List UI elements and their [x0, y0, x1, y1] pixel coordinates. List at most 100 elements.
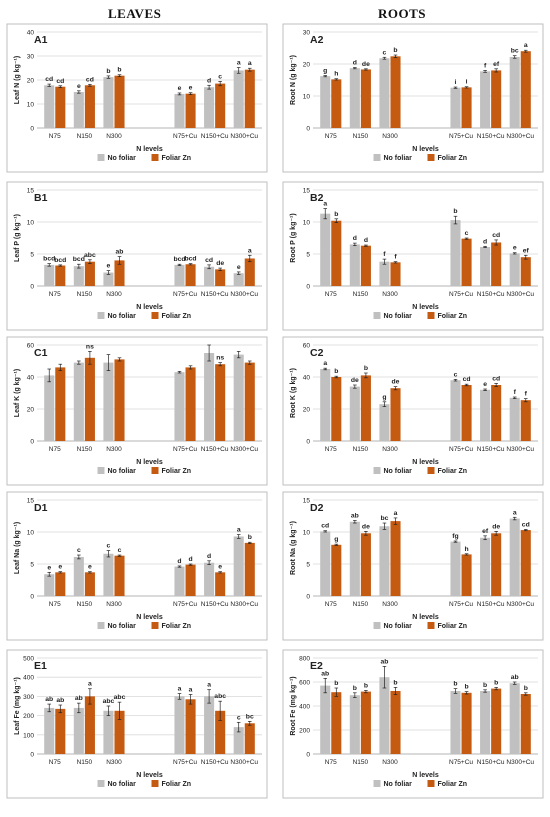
bar-foliar-zn: [491, 385, 502, 441]
y-tick-label: 0: [30, 752, 34, 759]
bar-foliar-zn: [114, 260, 125, 286]
panel-label: D2: [310, 502, 324, 514]
x-tick-label: N150: [353, 133, 369, 140]
significance-label: bc: [380, 515, 388, 522]
x-tick-label: N75: [49, 291, 61, 298]
significance-label: bcd: [185, 256, 197, 263]
bar-foliar-zn: [520, 694, 531, 754]
legend-label: No foliar: [108, 155, 137, 162]
x-tick-label: N300+Cu: [230, 133, 258, 140]
legend-label: Foliar Zn: [162, 468, 192, 475]
bar-no-foliar: [73, 92, 84, 128]
x-axis-title: N levels: [412, 304, 439, 311]
significance-label: c: [237, 714, 241, 721]
bar-no-foliar: [233, 536, 244, 596]
significance-label: bcd: [43, 256, 55, 263]
legend-label: No foliar: [108, 313, 137, 320]
significance-label: f: [484, 62, 487, 69]
legend: No foliar Foliar Zn: [373, 467, 467, 475]
bar-no-foliar: [320, 76, 331, 128]
x-tick-label: N300: [106, 759, 122, 766]
y-tick-label: 500: [23, 656, 34, 663]
significance-label: e: [88, 564, 92, 571]
legend-label: Foliar Zn: [438, 313, 468, 320]
significance-label: b: [524, 685, 528, 692]
bar-foliar-zn: [185, 93, 196, 128]
significance-label: b: [453, 681, 457, 688]
bar-no-foliar: [233, 70, 244, 128]
legend: No foliar Foliar Zn: [373, 622, 467, 630]
y-tick-label: 40: [27, 30, 35, 37]
bar-foliar-zn: [84, 696, 95, 754]
significance-label: abc: [114, 694, 126, 701]
x-axis-title: N levels: [136, 146, 163, 153]
bar-no-foliar: [509, 683, 520, 754]
bar-foliar-zn: [461, 554, 472, 596]
bar-no-foliar: [379, 677, 390, 754]
panel-label: D1: [34, 502, 48, 514]
legend-swatch: [373, 622, 381, 629]
y-tick-label: 20: [27, 407, 35, 414]
x-tick-label: N300: [106, 133, 122, 140]
y-tick-label: 15: [303, 188, 311, 195]
bar-foliar-zn: [84, 572, 95, 596]
significance-label: f: [394, 254, 397, 261]
bar-no-foliar: [450, 220, 461, 286]
panel-label: A1: [34, 34, 48, 46]
panel-label: E1: [34, 660, 47, 672]
x-tick-label: N300+Cu: [230, 601, 258, 608]
bar-foliar-zn: [114, 359, 125, 441]
legend-label: Foliar Zn: [162, 155, 192, 162]
significance-label: b: [106, 68, 110, 75]
significance-label: e: [189, 85, 193, 92]
significance-label: fg: [452, 533, 458, 540]
bar-foliar-zn: [360, 245, 371, 286]
significance-label: i: [466, 79, 468, 86]
significance-label: e: [58, 564, 62, 571]
y-tick-label: 10: [303, 530, 311, 537]
bar-foliar-zn: [491, 533, 502, 596]
y-tick-label: 0: [306, 284, 310, 291]
significance-label: ab: [45, 696, 53, 703]
significance-label: a: [524, 42, 528, 49]
significance-label: ab: [56, 697, 64, 704]
y-tick-label: 100: [23, 732, 34, 739]
x-tick-label: N300+Cu: [230, 291, 258, 298]
bar-foliar-zn: [114, 710, 125, 754]
panel-c2: 0 20 40 60 Root K (g kg⁻¹) C2 N75 N150 N300 N75+C…: [282, 336, 544, 486]
x-tick-label: N300+Cu: [506, 446, 534, 453]
legend: No foliar Foliar Zn: [97, 467, 192, 475]
bar-no-foliar: [320, 531, 331, 596]
legend-label: No foliar: [384, 623, 413, 630]
bar-foliar-zn: [114, 75, 125, 128]
bar-foliar-zn: [390, 691, 401, 754]
significance-label: h: [464, 546, 468, 553]
x-axis-title: N levels: [136, 772, 163, 779]
bar-no-foliar: [349, 521, 360, 596]
x-tick-label: N150+Cu: [477, 133, 505, 140]
legend-swatch: [151, 312, 159, 319]
bar-foliar-zn: [360, 375, 371, 441]
bar-no-foliar: [204, 562, 215, 596]
bar-no-foliar: [73, 707, 84, 754]
significance-label: ef: [523, 247, 530, 254]
bar-foliar-zn: [461, 87, 472, 128]
significance-label: d: [207, 77, 211, 84]
y-axis-title: Leaf P (g kg⁻¹): [14, 214, 21, 262]
significance-label: cd: [45, 76, 53, 83]
x-tick-label: N75: [49, 446, 61, 453]
x-tick-label: N75+Cu: [449, 446, 473, 453]
bar-no-foliar: [73, 362, 84, 441]
significance-label: c: [465, 230, 469, 237]
significance-label: bcd: [73, 256, 85, 263]
bar-no-foliar: [233, 354, 244, 441]
x-axis-title: N levels: [412, 146, 439, 153]
panel-border: [6, 491, 268, 641]
legend-swatch: [97, 622, 105, 629]
legend-label: Foliar Zn: [438, 155, 468, 162]
x-tick-label: N150: [353, 601, 369, 608]
bar-foliar-zn: [185, 699, 196, 754]
significance-label: cd: [56, 78, 64, 85]
significance-label: ef: [482, 528, 489, 535]
x-tick-label: N150: [77, 133, 93, 140]
